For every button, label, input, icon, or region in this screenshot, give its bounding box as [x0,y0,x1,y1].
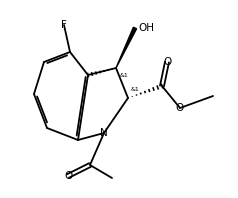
Text: N: N [100,128,108,138]
Text: &1: &1 [131,87,140,92]
Text: F: F [61,20,67,30]
Text: OH: OH [138,23,154,33]
Text: &1: &1 [120,73,129,78]
Text: O: O [176,103,184,113]
Text: O: O [163,57,171,67]
Text: O: O [64,171,72,181]
Polygon shape [116,27,137,68]
